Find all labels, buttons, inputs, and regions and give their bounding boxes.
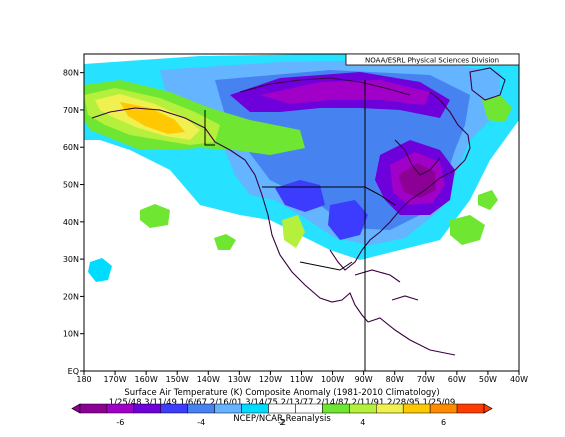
y-tick-label: 20N xyxy=(63,292,79,301)
y-tick-label: 10N xyxy=(63,330,79,339)
x-tick-label: 90W xyxy=(355,375,373,384)
caption-source: NCEP/NCAR Reanalysis xyxy=(233,414,331,424)
colorbar-segment xyxy=(160,403,188,414)
colorbar-segment xyxy=(241,403,269,414)
x-tick-label: 60W xyxy=(448,375,466,384)
colorbar-segment xyxy=(376,403,404,414)
colorbar-label: 6 xyxy=(441,418,446,427)
y-tick-label: 50N xyxy=(63,181,79,190)
y-tick-label: EQ xyxy=(68,367,79,376)
caption-dates: 1/25/48 3/11/49 1/6/67 2/16/01 3/14/75 2… xyxy=(109,398,456,408)
x-tick-label: 160W xyxy=(135,375,158,384)
y-tick-label: 80N xyxy=(63,69,79,78)
y-tick-label: 60N xyxy=(63,143,79,152)
colorbar-label: 2 xyxy=(279,418,284,427)
colorbar-segment xyxy=(429,403,458,414)
colorbar-label: -2 xyxy=(278,418,286,427)
colorbar-segment xyxy=(133,403,162,414)
colorbar-arrow-right xyxy=(483,403,493,414)
x-tick-label: 150W xyxy=(166,375,189,384)
colorbar-segment xyxy=(402,403,431,414)
colorbar-label: -6 xyxy=(116,418,124,427)
x-tick-label: 130W xyxy=(228,375,251,384)
latitude-axis: EQ 10N 20N 30N 40N 50N 60N 70N 80N xyxy=(63,69,84,376)
colorbar-segment xyxy=(349,403,377,414)
x-tick-label: 120W xyxy=(259,375,282,384)
political-boundaries xyxy=(204,80,396,371)
colorbar-labels: -6 -4 -22 4 6 xyxy=(116,418,446,427)
colorbar-segment xyxy=(79,403,108,414)
colorbar-segment xyxy=(214,403,242,414)
y-tick-label: 30N xyxy=(63,255,79,264)
x-tick-label: 80W xyxy=(386,375,404,384)
x-tick-label: 50W xyxy=(479,375,497,384)
credit-box: NOAA/ESRL Physical Sciences Division xyxy=(345,53,520,66)
anomaly-shading xyxy=(84,54,519,282)
colorbar xyxy=(71,403,493,414)
colorbar-arrow-left xyxy=(71,403,81,414)
colorbar-label: -4 xyxy=(197,418,205,427)
y-tick-label: 70N xyxy=(63,106,79,115)
colorbar-segment xyxy=(322,403,350,414)
coastlines xyxy=(91,67,506,356)
caption-title: Surface Air Temperature (K) Composite An… xyxy=(124,388,439,398)
x-tick-label: 180 xyxy=(76,375,91,384)
x-tick-label: 100W xyxy=(321,375,344,384)
colorbar-segment xyxy=(106,403,135,414)
y-tick-label: 40N xyxy=(63,218,79,227)
colorbar-segment xyxy=(187,403,215,414)
x-tick-label: 70W xyxy=(417,375,435,384)
x-tick-label: 170W xyxy=(103,375,126,384)
longitude-axis: 180 170W 160W 150W 140W 130W 120W 110W 100W 90W 80… xyxy=(76,371,528,384)
x-tick-label: 110W xyxy=(290,375,313,384)
colorbar-segment xyxy=(268,403,296,414)
credit-text: NOAA/ESRL Physical Sciences Division xyxy=(365,57,499,65)
x-tick-label: 140W xyxy=(197,375,220,384)
x-tick-label: 40W xyxy=(510,375,528,384)
colorbar-segment xyxy=(456,403,485,414)
colorbar-segment xyxy=(295,403,323,414)
colorbar-label: 4 xyxy=(360,418,365,427)
